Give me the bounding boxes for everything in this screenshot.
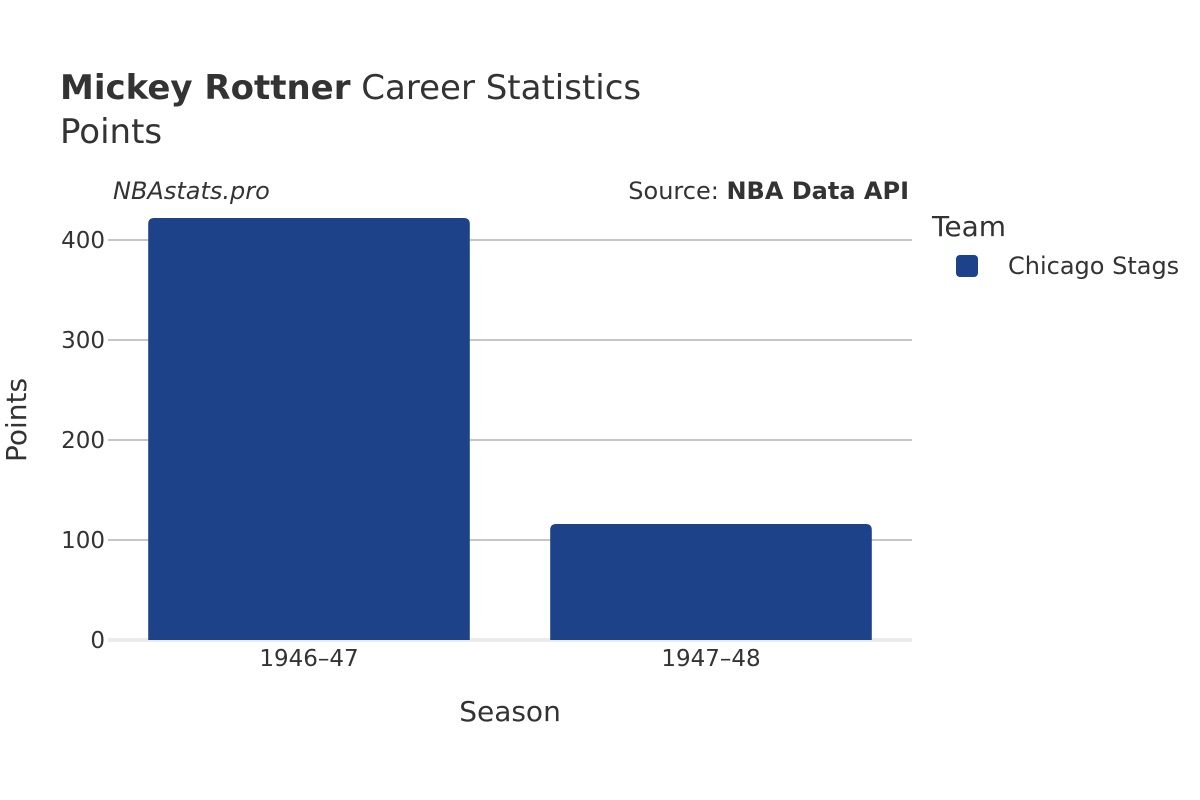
legend-label: Chicago Stags (1008, 252, 1180, 280)
legend: Team Chicago Stags (932, 210, 1179, 280)
watermark: NBAstats.pro (113, 177, 270, 205)
title-suffix: Career Statistics (361, 68, 642, 108)
player-name: Mickey Rottner (60, 68, 351, 108)
y-tick-label: 300 (61, 328, 105, 354)
y-axis-label: Points (0, 378, 33, 462)
chart-title: Mickey Rottner Career Statistics (60, 68, 641, 108)
x-tick-label: 1946–47 (259, 646, 358, 672)
chart-subtitle: Points (60, 112, 163, 152)
y-tick-label: 400 (61, 228, 105, 254)
bars (148, 218, 872, 640)
bar-1947–48[interactable] (550, 524, 872, 640)
source-prefix: Source: (628, 177, 727, 205)
y-tick-label: 100 (61, 528, 105, 554)
bar-1946–47[interactable] (148, 218, 470, 640)
legend-item-chicago-stags[interactable]: Chicago Stags (956, 252, 1179, 280)
y-tick-labels: 0 100 200 300 400 (61, 228, 105, 654)
y-tick-label: 200 (61, 428, 105, 454)
x-axis-label: Season (459, 695, 561, 728)
legend-swatch (956, 255, 978, 277)
source-name: NBA Data API (726, 177, 909, 205)
legend-title: Team (932, 210, 1007, 243)
x-tick-labels: 1946–47 1947–48 (259, 646, 760, 672)
x-tick-label: 1947–48 (661, 646, 760, 672)
y-tick-label: 0 (90, 628, 105, 654)
source-credit: Source: NBA Data API (628, 177, 909, 205)
